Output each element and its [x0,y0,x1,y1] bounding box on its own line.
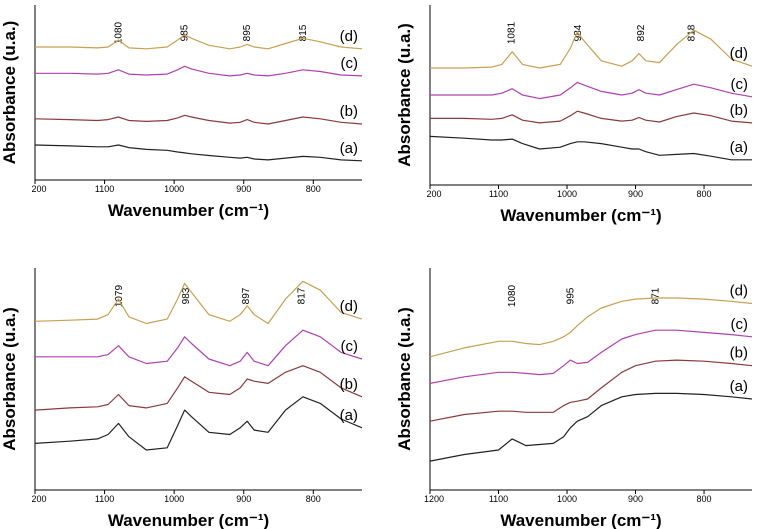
x-axis-label: Wavenumber (cm⁻¹) [108,511,269,529]
spectrum-line [429,359,753,422]
spectrum-line [429,329,753,384]
peak-label: 817 [296,287,307,304]
y-axis-label: Absorbance (u.a.) [395,307,414,451]
y-axis-label: Absorbance (u.a.) [0,307,19,451]
x-tick-label: 1000 [164,184,184,194]
x-tick-label: 800 [306,184,321,194]
x-tick-label: 1100 [489,494,508,504]
series-label: (c) [731,316,749,333]
x-tick-label: 1100 [95,494,114,504]
y-axis-label: Absorbance (u.a.) [395,23,414,167]
spectrum-line [35,34,363,50]
y-axis-label: Absorbance (u.a.) [0,21,19,165]
x-tick-label: 900 [628,189,643,199]
x-tick-label: 900 [236,494,251,504]
x-tick-label: 200 [31,184,46,194]
series-label: (a) [340,407,358,424]
spectrum-line [34,114,363,125]
x-tick-label: 1000 [164,494,184,504]
series-label: (b) [340,103,358,120]
series-label: (c) [341,338,359,355]
peak-label: 1080 [113,21,124,44]
series-label: (b) [730,345,748,362]
peak-label: 815 [298,24,309,41]
spectrum-line [429,135,752,161]
peak-label: 892 [636,24,647,41]
spectrum-line [34,144,363,162]
spectrum-line [430,29,753,69]
spectrum-line [34,396,363,451]
series-label: (d) [340,28,358,45]
spectrum-line [35,329,363,367]
series-label: (d) [730,45,748,62]
series-label: (b) [340,376,358,393]
spectrum-line [429,392,753,462]
peak-label: 983 [181,287,192,304]
x-tick-label: 900 [236,184,251,194]
x-tick-label: 900 [628,494,643,504]
spectrum-line [34,365,363,411]
x-tick-label: 200 [426,189,441,199]
x-axis-label: Wavenumber (cm⁻¹) [500,511,661,529]
peak-label: 995 [565,287,576,304]
series-label: (a) [340,140,358,157]
x-axis-label: Wavenumber (cm⁻¹) [108,201,269,220]
peak-label: 818 [687,24,698,41]
x-tick-label: 1000 [557,494,577,504]
x-tick-label: 1100 [95,184,114,194]
peak-label: 1079 [114,284,125,307]
x-tick-label: 1000 [557,189,577,199]
spectrum-line [430,110,753,124]
spectrum-line [429,297,753,358]
peak-label: 1081 [507,21,518,44]
series-label: (a) [730,139,748,156]
spectrum-line [430,81,753,100]
series-label: (a) [730,378,748,395]
x-tick-label: 800 [697,494,712,504]
peak-label: 895 [242,24,253,41]
peak-label: 985 [180,24,191,41]
series-label: (d) [340,298,358,315]
spectrum-line [34,280,363,325]
x-tick-label: 200 [31,494,46,504]
spectrum-line [35,65,363,77]
series-label: (c) [731,76,749,93]
x-axis-label: Wavenumber (cm⁻¹) [500,206,661,225]
peak-label: 871 [650,287,661,304]
series-label: (c) [341,55,359,72]
series-label: (d) [730,283,748,300]
series-label: (b) [730,102,748,119]
x-tick-label: 800 [306,494,321,504]
x-tick-label: 1200 [424,494,444,504]
x-tick-label: 800 [697,189,712,199]
x-tick-label: 1100 [489,189,508,199]
peak-label: 897 [241,287,252,304]
peak-label: 1080 [507,284,518,307]
